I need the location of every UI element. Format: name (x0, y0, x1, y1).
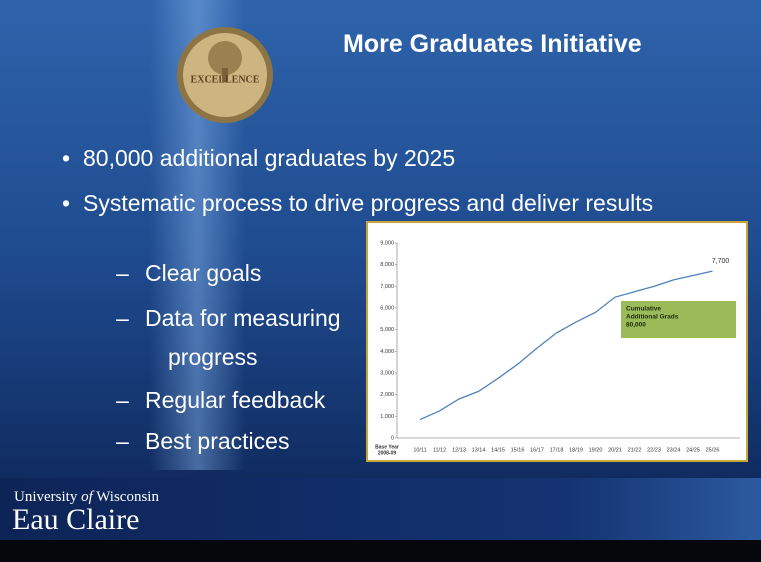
bullet: • 80,000 additional graduates by 2025 (62, 145, 456, 171)
y-tick-label: 9,000 (380, 240, 394, 246)
footer-bar (0, 478, 761, 540)
y-tick-label: 3,000 (380, 370, 394, 376)
footer-campus: Eau Claire (12, 503, 140, 536)
x-tick-label: 13/14 (472, 447, 486, 453)
y-tick-label: 8,000 (380, 262, 394, 268)
x-tick-label: 10/11 (413, 447, 426, 453)
seal: EXCELLENCE (177, 27, 273, 123)
x-tick-label: 24/25 (686, 447, 700, 453)
x-tick-label: 21/22 (628, 447, 642, 453)
x-tick-label: 12/13 (452, 447, 466, 453)
slide-title: More Graduates Initiative (343, 30, 642, 58)
x-tick-label: 18/19 (569, 447, 583, 453)
y-tick-label: 0 (391, 435, 394, 441)
x-tick-label: 19/20 (589, 447, 603, 453)
footer-strip (0, 540, 761, 562)
seal-trunk (222, 68, 228, 82)
sub-bullet: – Clear goals (116, 260, 262, 286)
seal-tree (208, 41, 242, 75)
annotation-text: Additional Grads (626, 314, 679, 321)
x-tick-label: 20/21 (608, 447, 622, 453)
x-tick-label: 17/18 (550, 447, 564, 453)
x-tick-label: 11/12 (433, 447, 446, 453)
sub-bullet: – Regular feedback (116, 387, 326, 413)
y-tick-label: 1,000 (380, 414, 394, 420)
y-tick-label: 4,000 (380, 349, 394, 355)
value-label: 7,700 (712, 258, 730, 265)
origin-label: 2008-09 (378, 450, 397, 456)
seal-text: EXCELLENCE (191, 74, 260, 85)
y-tick-label: 2,000 (380, 392, 394, 398)
annotation-text: 80,000 (626, 322, 646, 329)
x-tick-label: 16/17 (530, 447, 544, 453)
x-tick-label: 25/26 (706, 447, 720, 453)
y-tick-label: 7,000 (380, 284, 394, 290)
footer-university: University of Wisconsin (14, 489, 159, 505)
data-line (419, 270, 713, 421)
sub-bullet: – Best practices (116, 428, 290, 454)
annotation-box (621, 301, 736, 338)
bullet: • Systematic process to drive progress an… (62, 190, 654, 216)
x-tick-label: 22/23 (647, 447, 661, 453)
sub-bullet: – Data for measuring progress (116, 305, 341, 370)
y-tick-label: 6,000 (380, 305, 394, 311)
x-tick-label: 15/16 (511, 447, 525, 453)
x-tick-label: 14/15 (491, 447, 505, 453)
origin-label: Base Year (375, 444, 399, 450)
y-tick-label: 5,000 (380, 327, 394, 333)
annotation-text: Cumulative (626, 306, 661, 313)
chart-frame (366, 221, 748, 462)
x-tick-label: 23/24 (667, 447, 681, 453)
